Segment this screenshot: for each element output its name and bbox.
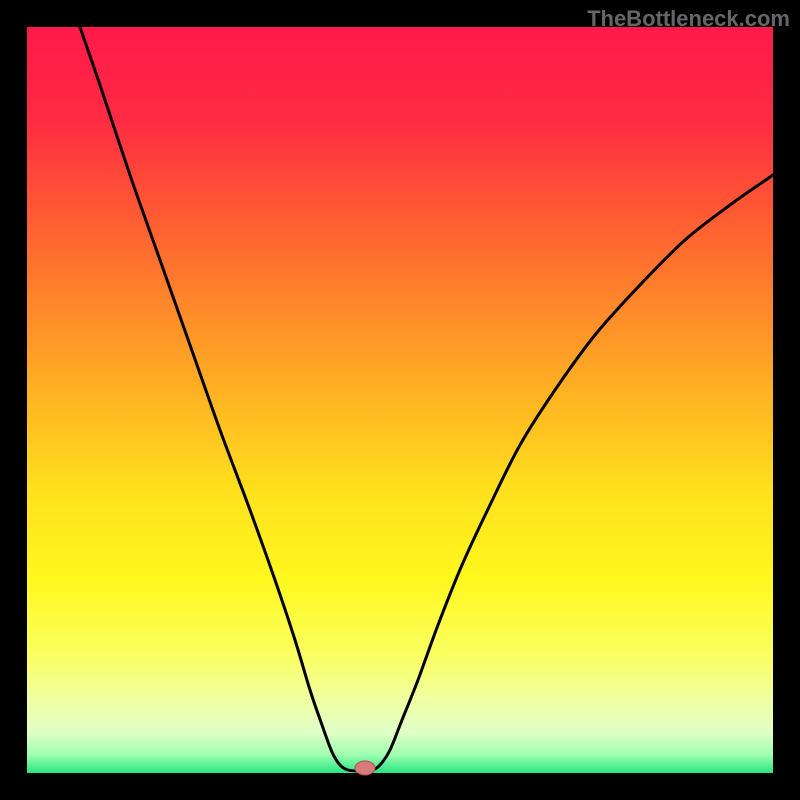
optimal-point-marker — [355, 761, 375, 775]
bottleneck-chart: TheBottleneck.com — [0, 0, 800, 800]
watermark-text: TheBottleneck.com — [587, 6, 790, 32]
chart-background — [27, 27, 773, 773]
chart-svg — [0, 0, 800, 800]
